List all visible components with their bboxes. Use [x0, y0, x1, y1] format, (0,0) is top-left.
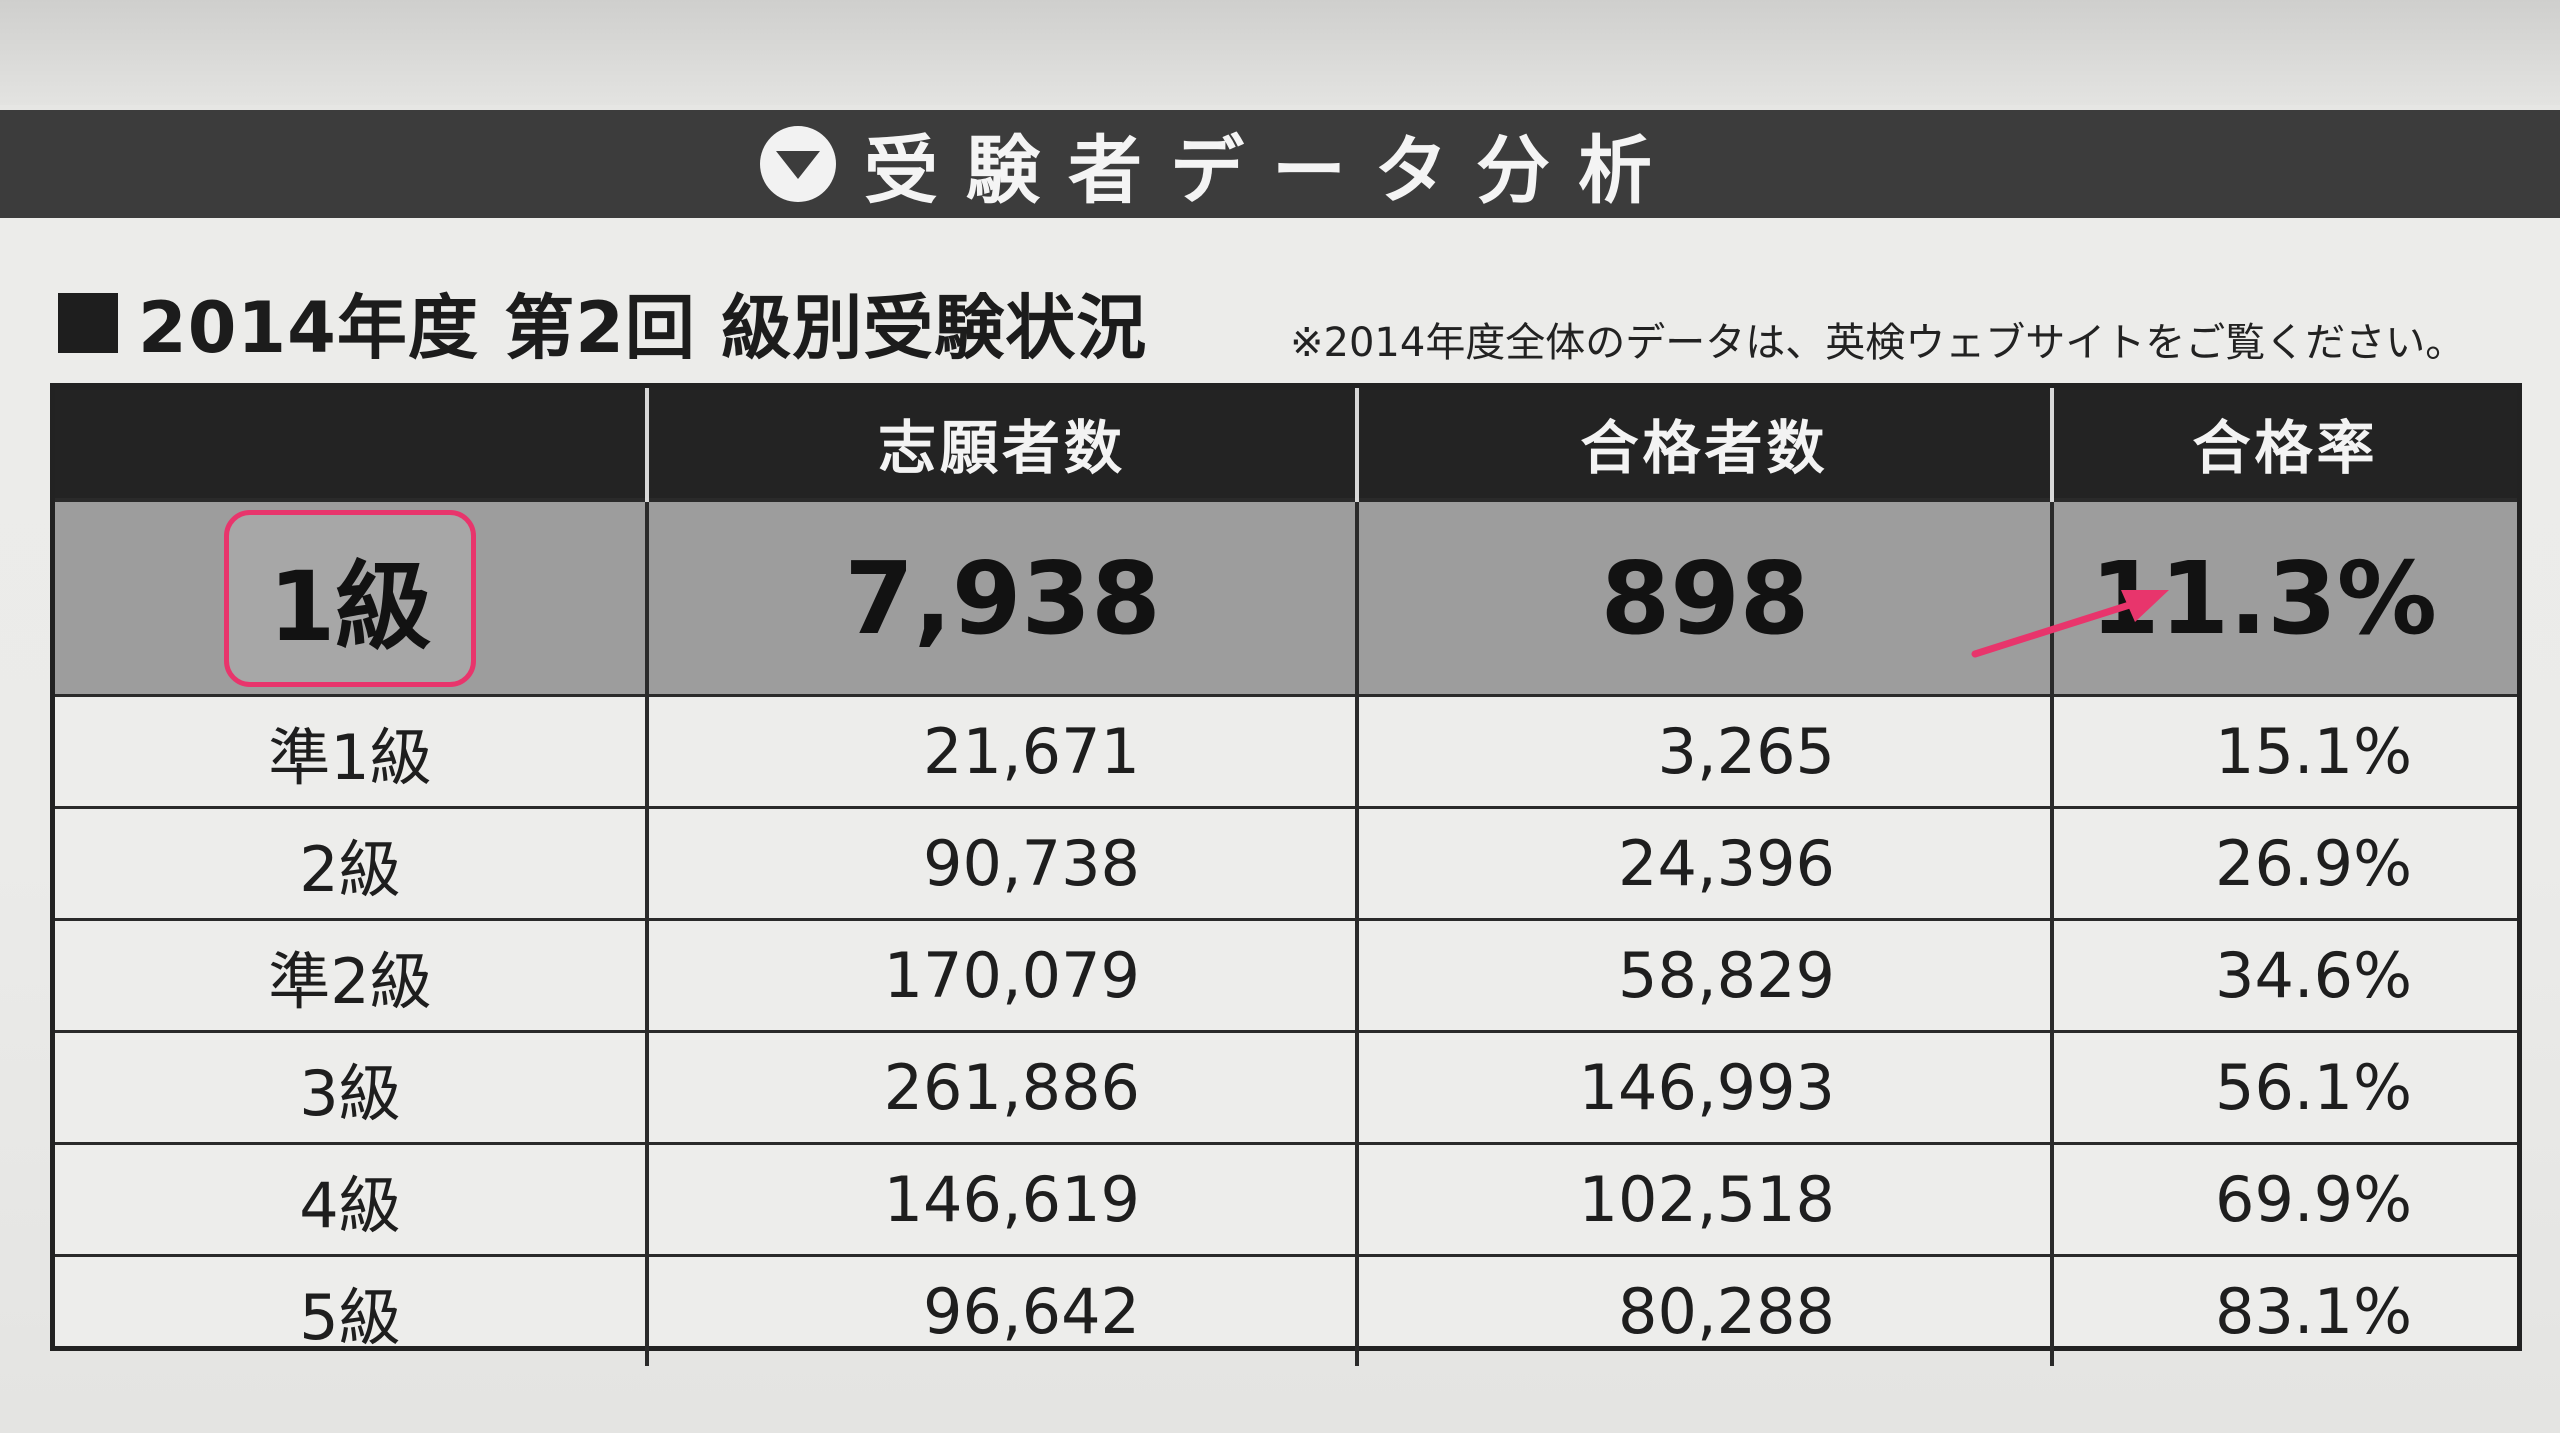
table-row: 4級 146,619 102,518 69.9%: [55, 1142, 2517, 1256]
chevron-down-circle-icon: [760, 126, 836, 202]
table-row: 5級 96,642 80,288 83.1%: [55, 1254, 2517, 1366]
applicants-cell: 96,642: [645, 1254, 1357, 1366]
grade-cell: 3級: [55, 1030, 647, 1144]
grade-cell: 4級: [55, 1142, 647, 1256]
grade-cell: 1級: [55, 498, 647, 696]
applicants-cell: 261,886: [645, 1030, 1357, 1144]
passers-cell: 146,993: [1355, 1030, 2052, 1144]
grade-cell: 準1級: [55, 694, 647, 808]
circled-grade-label: 1級: [223, 509, 477, 687]
table-note: ※2014年度全体のデータは、英検ウェブサイトをご覧ください。: [1290, 320, 2466, 366]
table-row: 3級 261,886 146,993 56.1%: [55, 1030, 2517, 1144]
table-heading: 2014年度 第2回 級別受験状況: [58, 272, 1147, 373]
table-row: 2級 90,738 24,396 26.9%: [55, 806, 2517, 920]
pass-rate-cell: 34.6%: [2050, 918, 2517, 1032]
applicants-cell: 90,738: [645, 806, 1357, 920]
grade-cell: 2級: [55, 806, 647, 920]
table-header-row: 志願者数 合格者数 合格率: [55, 388, 2517, 500]
header-applicants: 志願者数: [645, 388, 1357, 500]
section-banner: 受験者データ分析: [0, 110, 2560, 218]
pass-rate-cell: 69.9%: [2050, 1142, 2517, 1256]
exam-stats-table: 志願者数 合格者数 合格率 1級 7,938 898: [50, 383, 2522, 1366]
pass-rate-cell: 26.9%: [2050, 806, 2517, 920]
passers-cell: 102,518: [1355, 1142, 2052, 1256]
grade-cell: 5級: [55, 1254, 647, 1366]
header-pass-rate: 合格率: [2050, 388, 2517, 500]
applicants-cell: 7,938: [645, 498, 1357, 696]
applicants-cell: 146,619: [645, 1142, 1357, 1256]
pass-rate-cell: 83.1%: [2050, 1254, 2517, 1366]
pass-rate-cell: 11.3%: [1971, 498, 2517, 696]
applicants-cell: 170,079: [645, 918, 1357, 1032]
passers-cell: 3,265: [1355, 694, 2052, 808]
table-row-highlight: 1級 7,938 898 11.3%: [55, 498, 2517, 696]
table-title: 2014年度 第2回 級別受験状況: [138, 287, 1148, 369]
passers-cell: 898: [1355, 498, 2052, 696]
table-row: 準2級 170,079 58,829 34.6%: [55, 918, 2517, 1032]
passers-cell: 58,829: [1355, 918, 2052, 1032]
pass-rate-cell: 15.1%: [2050, 694, 2517, 808]
header-grade: [55, 388, 647, 500]
grade-cell: 準2級: [55, 918, 647, 1032]
table-row: 準1級 21,671 3,265 15.1%: [55, 694, 2517, 808]
passers-cell: 80,288: [1355, 1254, 2052, 1366]
banner-title: 受験者データ分析: [864, 127, 1680, 214]
applicants-cell: 21,671: [645, 694, 1357, 808]
pink-arrow-icon: [1971, 590, 2169, 658]
passers-cell: 24,396: [1355, 806, 2052, 920]
background-print: [0, 0, 2560, 105]
pass-rate-cell: 56.1%: [2050, 1030, 2517, 1144]
square-bullet-icon: [58, 292, 118, 353]
header-passers: 合格者数: [1355, 388, 2052, 500]
